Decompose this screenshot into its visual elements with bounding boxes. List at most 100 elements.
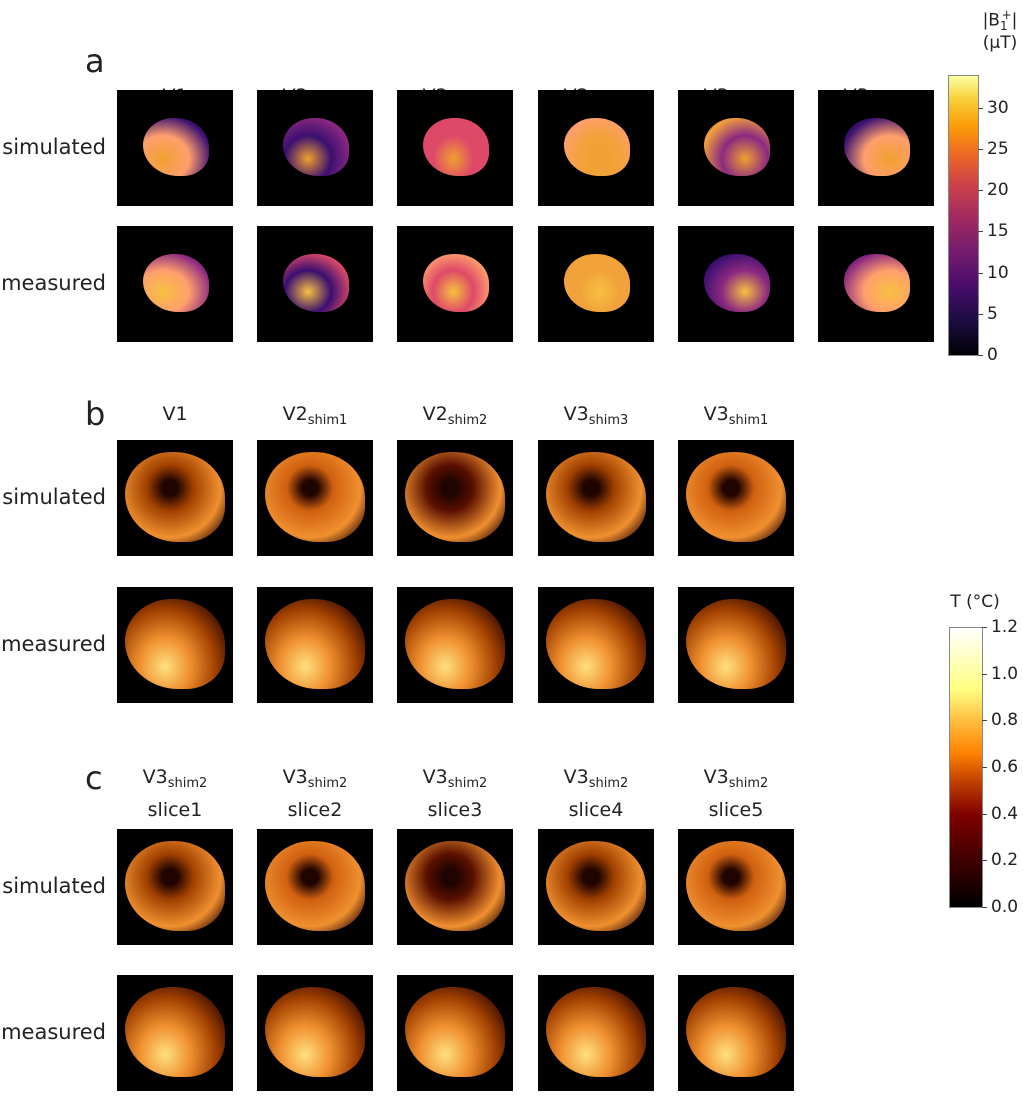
row-label: simulated	[2, 874, 106, 898]
colorbar-tick-label: 0.6	[981, 757, 1019, 777]
tissue-map	[686, 841, 786, 931]
column-title: V2shim1	[245, 401, 385, 434]
colorbar-tick-label: 30	[978, 97, 1009, 118]
map-image	[678, 829, 794, 945]
column-title: V3shim3	[526, 401, 666, 434]
map-image	[257, 829, 373, 945]
row-label: measured	[1, 1020, 106, 1044]
colorbar-tick-label: 20	[978, 180, 1009, 201]
tissue-map	[423, 254, 489, 312]
colorbar-tick-label: 1.0	[981, 663, 1019, 684]
column-title-slice: slice4	[568, 799, 624, 821]
column-title-base: V3	[563, 403, 589, 425]
column-title-base: V1	[162, 403, 188, 425]
colorbar-tick-label: 0.0	[981, 897, 1019, 917]
row-label: measured	[1, 271, 106, 295]
map-image	[818, 90, 934, 206]
map-image	[397, 587, 513, 703]
tissue-map	[125, 599, 225, 689]
b1-colorbar	[948, 75, 979, 356]
tissue-map	[704, 254, 770, 312]
map-image	[818, 226, 934, 342]
column-title-base: V3	[563, 766, 589, 788]
column-title-subscript: shim2	[447, 776, 488, 791]
map-image	[117, 90, 233, 206]
tissue-map	[686, 452, 786, 542]
column-title: V3shim2 slice5	[666, 764, 806, 823]
tissue-map	[844, 118, 910, 176]
colorbar-tick-label: 5	[978, 303, 998, 324]
colorbar-tick-label: 0.4	[981, 803, 1019, 824]
tissue-map	[844, 254, 910, 312]
panel-label: a	[85, 42, 105, 80]
map-image	[538, 975, 654, 1091]
map-image	[678, 226, 794, 342]
map-image	[117, 587, 233, 703]
tissue-map	[283, 118, 349, 176]
colorbar-tick-label: 0.2	[981, 850, 1019, 871]
map-image	[397, 90, 513, 206]
column-title: V3shim1	[666, 401, 806, 434]
map-image	[678, 440, 794, 556]
map-image	[117, 975, 233, 1091]
map-image	[538, 587, 654, 703]
column-title-base: V3	[422, 766, 448, 788]
tissue-map	[405, 841, 505, 931]
tissue-map	[686, 987, 786, 1077]
map-image	[257, 975, 373, 1091]
column-title-slice: slice2	[287, 799, 343, 821]
panel-label: b	[85, 395, 106, 433]
column-title-slice: slice3	[427, 799, 483, 821]
map-image	[397, 226, 513, 342]
tissue-map	[265, 452, 365, 542]
tissue-map	[143, 118, 209, 176]
map-image	[678, 587, 794, 703]
panel-label: c	[85, 759, 103, 797]
map-image	[538, 226, 654, 342]
map-image	[117, 440, 233, 556]
b1-colorbar-title: |B1+| (μT)	[975, 8, 1023, 53]
tissue-map	[265, 841, 365, 931]
column-title-subscript: shim2	[307, 776, 348, 791]
column-title-subscript: shim3	[588, 413, 629, 428]
tissue-map	[405, 599, 505, 689]
tissue-map	[686, 599, 786, 689]
colorbar-tick-label: 15	[978, 221, 1009, 242]
tissue-map	[564, 118, 630, 176]
map-image	[117, 226, 233, 342]
column-title-base: V3	[703, 403, 729, 425]
colorbar-tick-label: 25	[978, 139, 1009, 160]
tissue-map	[265, 599, 365, 689]
colorbar-tick-label: 0.8	[981, 710, 1019, 731]
column-title-slice: slice1	[147, 799, 203, 821]
column-title-base: V3	[703, 766, 729, 788]
tissue-map	[546, 987, 646, 1077]
map-image	[538, 829, 654, 945]
map-image	[538, 440, 654, 556]
column-title-subscript: shim2	[447, 413, 488, 428]
row-label: measured	[1, 632, 106, 656]
column-title: V3shim2 slice4	[526, 764, 666, 823]
column-title-base: V2	[282, 403, 308, 425]
tissue-map	[423, 118, 489, 176]
map-image	[257, 440, 373, 556]
column-title-subscript: shim1	[307, 413, 348, 428]
column-title: V1	[105, 401, 245, 427]
map-image	[257, 90, 373, 206]
tissue-map	[546, 452, 646, 542]
map-image	[538, 90, 654, 206]
column-title-subscript: shim2	[588, 776, 629, 791]
column-title-base: V3	[142, 766, 168, 788]
tissue-map	[405, 987, 505, 1077]
tissue-map	[125, 841, 225, 931]
colorbar-tick-label: 10	[978, 262, 1009, 283]
tissue-map	[704, 118, 770, 176]
map-image	[257, 226, 373, 342]
tissue-map	[283, 254, 349, 312]
map-image	[397, 975, 513, 1091]
tissue-map	[546, 599, 646, 689]
tissue-map	[405, 452, 505, 542]
colorbar-tick-label: 0	[978, 345, 998, 365]
column-title: V3shim2 slice3	[385, 764, 525, 823]
